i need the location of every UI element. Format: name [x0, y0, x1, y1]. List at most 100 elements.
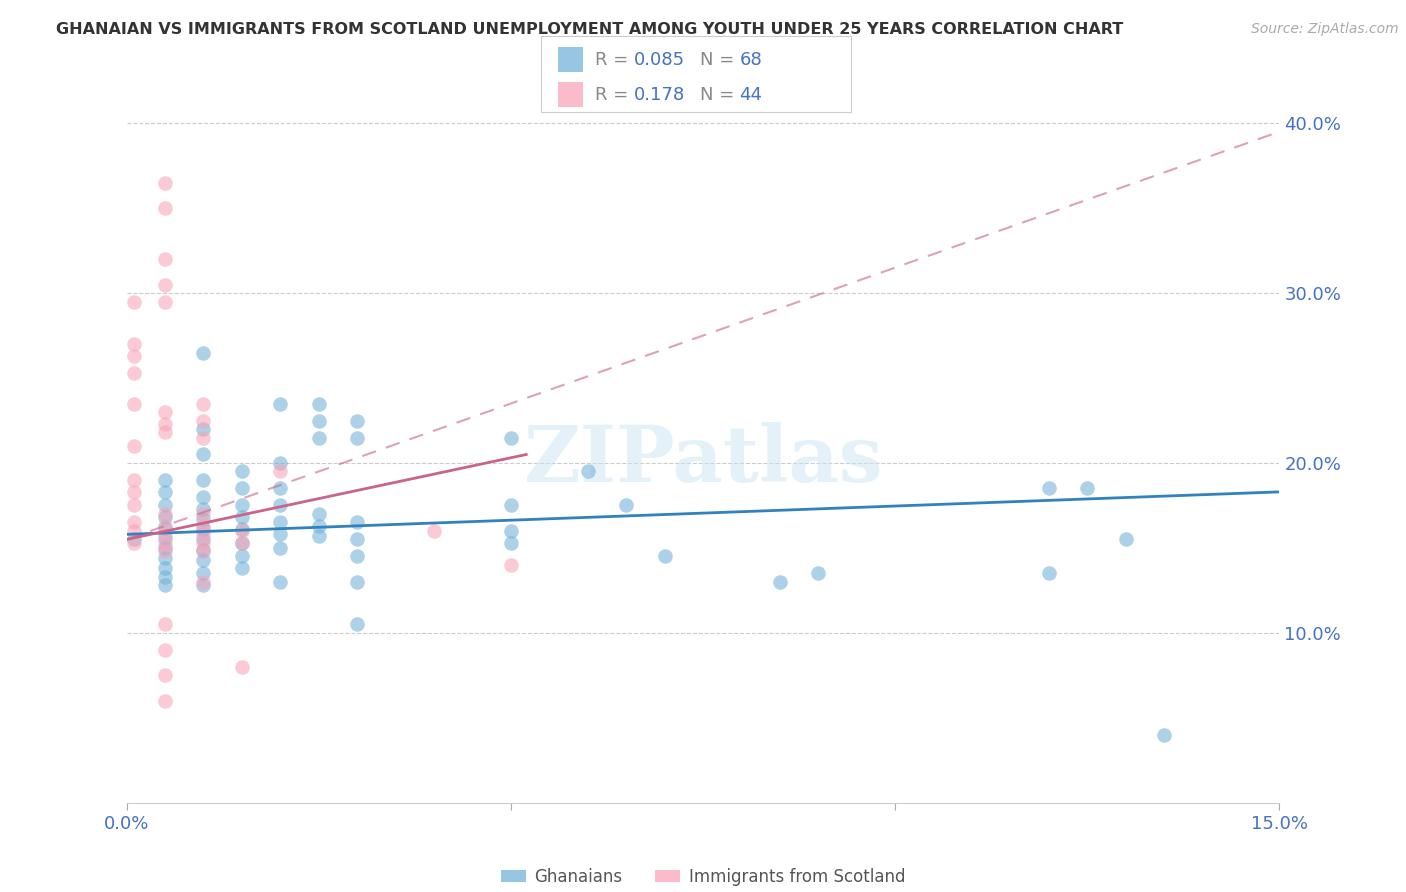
Point	[499, 558, 522, 572]
Point	[153, 425, 176, 440]
Point	[153, 578, 176, 592]
Point	[269, 541, 291, 555]
Point	[193, 512, 215, 526]
Point	[153, 252, 176, 266]
Point	[193, 574, 215, 589]
Point	[269, 516, 291, 530]
Point	[499, 499, 522, 513]
Point	[153, 417, 176, 431]
Point	[153, 277, 176, 292]
Point	[122, 366, 145, 380]
Point	[153, 499, 176, 513]
Point	[193, 578, 215, 592]
Point	[193, 422, 215, 436]
Point	[193, 396, 215, 410]
Point	[231, 536, 253, 550]
Text: GHANAIAN VS IMMIGRANTS FROM SCOTLAND UNEMPLOYMENT AMONG YOUTH UNDER 25 YEARS COR: GHANAIAN VS IMMIGRANTS FROM SCOTLAND UNE…	[56, 22, 1123, 37]
Point	[122, 337, 145, 351]
Point	[346, 533, 368, 547]
Point	[231, 524, 253, 538]
Point	[122, 349, 145, 363]
Point	[346, 516, 368, 530]
Text: 0.085: 0.085	[634, 51, 685, 69]
Point	[153, 544, 176, 558]
Point	[122, 396, 145, 410]
Point	[269, 527, 291, 541]
Point	[231, 561, 253, 575]
Point	[308, 519, 330, 533]
Point	[231, 499, 253, 513]
Point	[193, 345, 215, 359]
Point	[193, 430, 215, 444]
Point	[193, 544, 215, 558]
Point	[308, 396, 330, 410]
Point	[122, 484, 145, 499]
Point	[122, 499, 145, 513]
Point	[269, 396, 291, 410]
Point	[346, 574, 368, 589]
Point	[193, 533, 215, 547]
Point	[122, 294, 145, 309]
Point	[193, 542, 215, 557]
Point	[153, 536, 176, 550]
Point	[193, 536, 215, 550]
Point	[193, 522, 215, 536]
Point	[193, 507, 215, 521]
Text: 44: 44	[740, 86, 762, 103]
Point	[807, 566, 830, 581]
Point	[654, 549, 676, 564]
Point	[153, 294, 176, 309]
Point	[308, 507, 330, 521]
Point	[231, 482, 253, 496]
Point	[122, 536, 145, 550]
Point	[231, 549, 253, 564]
Point	[153, 176, 176, 190]
Point	[769, 574, 792, 589]
Point	[193, 553, 215, 567]
Point	[153, 201, 176, 215]
Point	[269, 499, 291, 513]
Text: R =: R =	[595, 51, 634, 69]
Point	[153, 694, 176, 708]
Point	[614, 499, 637, 513]
Point	[346, 430, 368, 444]
Point	[122, 533, 145, 547]
Point	[269, 482, 291, 496]
Point	[153, 668, 176, 682]
Text: 68: 68	[740, 51, 762, 69]
Text: N =: N =	[700, 86, 740, 103]
Point	[308, 430, 330, 444]
Point	[423, 524, 446, 538]
Point	[122, 439, 145, 453]
Point	[346, 413, 368, 427]
Point	[499, 524, 522, 538]
Point	[231, 465, 253, 479]
Text: R =: R =	[595, 86, 634, 103]
Legend: Ghanaians, Immigrants from Scotland: Ghanaians, Immigrants from Scotland	[494, 861, 912, 892]
Point	[193, 566, 215, 581]
Point	[269, 465, 291, 479]
Point	[1153, 728, 1175, 742]
Point	[499, 430, 522, 444]
Point	[153, 541, 176, 555]
Point	[193, 413, 215, 427]
Point	[308, 413, 330, 427]
Point	[193, 519, 215, 533]
Point	[231, 510, 253, 524]
Point	[122, 524, 145, 538]
Text: 0.178: 0.178	[634, 86, 685, 103]
Point	[153, 531, 176, 545]
Point	[153, 473, 176, 487]
Point	[576, 465, 599, 479]
Point	[499, 536, 522, 550]
Point	[122, 473, 145, 487]
Point	[153, 507, 176, 521]
Point	[153, 520, 176, 534]
Point	[1038, 566, 1060, 581]
Point	[193, 473, 215, 487]
Point	[346, 617, 368, 632]
Point	[1038, 482, 1060, 496]
Point	[231, 536, 253, 550]
Point	[269, 456, 291, 470]
Point	[153, 484, 176, 499]
